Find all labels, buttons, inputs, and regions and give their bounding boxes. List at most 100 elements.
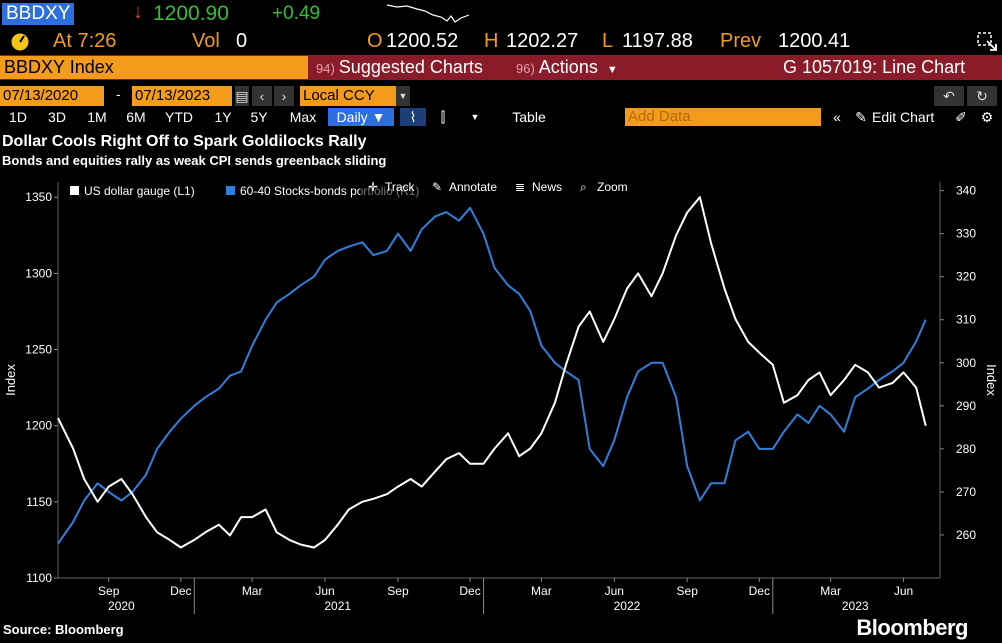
annotate-icon[interactable]: ✎: [432, 180, 442, 194]
news-button[interactable]: News: [532, 180, 562, 194]
last-price: 1200.90: [153, 2, 229, 25]
gear-icon[interactable]: ⚙: [980, 109, 994, 125]
x-month-label: Jun: [605, 584, 624, 598]
currency-caret-icon[interactable]: ▼: [396, 86, 410, 106]
right-tick-label: 310: [956, 313, 976, 327]
period-6m[interactable]: 6M: [126, 109, 146, 125]
vol-label: Vol: [192, 30, 220, 52]
left-tick-label: 1350: [25, 190, 52, 204]
zoom-icon[interactable]: ⌕: [580, 180, 587, 194]
time-label: At 7:26: [53, 30, 117, 52]
period-max[interactable]: Max: [289, 109, 317, 125]
x-year-label: 2021: [324, 599, 351, 613]
intraday-sparkline: [386, 4, 470, 23]
right-tick-label: 330: [956, 227, 976, 241]
down-arrow-icon: ↓: [133, 1, 143, 23]
vol-value: 0: [236, 30, 248, 52]
left-axis-label: Index: [3, 364, 18, 396]
left-tick-label: 1150: [26, 495, 52, 509]
high-label: H: [484, 30, 499, 52]
x-month-label: Mar: [531, 584, 552, 598]
pencil-icon: ✎: [855, 109, 867, 125]
suggested-charts-label: Suggested Charts: [338, 57, 483, 77]
track-button[interactable]: Track: [385, 180, 416, 194]
actions-number: 96): [516, 61, 535, 76]
legend-swatch: [70, 186, 79, 195]
quote-details: At 7:26 Vol 0 O 1200.52 H 1202.27 L 1197…: [0, 28, 1002, 54]
x-year-label: 2020: [108, 599, 135, 613]
right-axis-label: Index: [984, 364, 999, 396]
calendar-icon[interactable]: ▤: [235, 86, 249, 106]
actions-label: Actions: [538, 57, 598, 77]
x-year-label: 2023: [842, 599, 869, 613]
ticker-label[interactable]: BBDXY: [2, 3, 75, 25]
edit-chart-button[interactable]: Edit Chart: [872, 109, 935, 125]
period-tabs: 1D 3D 1M 6M YTD 1Y 5Y Max Daily ▼ ⌇ ⫿ ▼ …: [0, 108, 1002, 128]
right-tick-label: 280: [956, 442, 976, 456]
chart-type-caret-icon[interactable]: ▼: [470, 112, 480, 122]
gauge-icon: [10, 32, 30, 51]
undock-icon[interactable]: [975, 30, 999, 52]
chart-toolbar-bg: [360, 176, 630, 198]
prev-label: Prev: [720, 30, 762, 52]
legend-label: US dollar gauge (L1): [84, 184, 195, 198]
edit-settings-icon[interactable]: ✐: [955, 109, 967, 125]
x-month-label: Sep: [677, 584, 699, 598]
collapse-icon[interactable]: «: [833, 109, 841, 125]
line-chart[interactable]: 1100 1150 1200 1250 1300 1350 260 270 280 290 300 3…: [0, 172, 1002, 618]
chart-id: G 1057019: Line Chart: [783, 57, 966, 77]
source-note: Source: Bloomberg: [3, 622, 124, 637]
right-tick-label: 270: [956, 485, 976, 499]
period-1d[interactable]: 1D: [9, 109, 27, 125]
quote-bar: BBDXY ↓ 1200.90 +0.49: [0, 0, 1002, 28]
right-tick-label: 320: [956, 270, 976, 284]
series-line-60-40-portfolio: [57, 206, 927, 545]
period-3d[interactable]: 3D: [48, 109, 66, 125]
suggested-charts-number: 94): [316, 61, 335, 76]
right-tick-label: 300: [956, 356, 976, 370]
date-controls: 07/13/2020 - 07/13/2023 ▤ ‹ › Local CCY …: [0, 86, 1002, 108]
x-month-label: Jun: [894, 584, 913, 598]
x-month-label: Dec: [459, 584, 480, 598]
bloomberg-logo: Bloomberg: [856, 615, 968, 640]
actions-button[interactable]: 96) Actions ▼: [516, 56, 618, 79]
candles-icon[interactable]: ⫿: [440, 109, 446, 125]
caret-down-icon: ▼: [606, 64, 618, 76]
left-tick-label: 1300: [25, 266, 52, 280]
start-date-field[interactable]: 07/13/2020: [0, 86, 104, 106]
news-icon[interactable]: ≣: [515, 180, 525, 194]
x-month-label: Sep: [98, 584, 120, 598]
period-ytd[interactable]: YTD: [165, 109, 193, 125]
next-period-icon[interactable]: ›: [274, 86, 294, 106]
suggested-charts-button[interactable]: 94) Suggested Charts: [316, 56, 483, 79]
period-1m[interactable]: 1M: [87, 109, 107, 125]
x-month-label: Mar: [242, 584, 263, 598]
end-date-field[interactable]: 07/13/2023: [132, 86, 232, 106]
period-1y[interactable]: 1Y: [214, 109, 232, 125]
prev-value: 1200.41: [778, 30, 851, 52]
frequency-select[interactable]: Daily ▼: [328, 108, 394, 126]
low-value: 1197.88: [622, 30, 693, 52]
x-month-label: Mar: [820, 584, 841, 598]
refresh-icon[interactable]: ↻: [967, 86, 997, 106]
chart-subtitle: Bonds and equities rally as weak CPI sen…: [2, 153, 387, 168]
table-button[interactable]: Table: [512, 109, 546, 125]
x-year-label: 2022: [614, 599, 641, 613]
undo-icon[interactable]: ↶: [934, 86, 964, 106]
track-icon[interactable]: ✛: [368, 180, 378, 194]
period-5y[interactable]: 5Y: [250, 109, 268, 125]
zoom-button[interactable]: Zoom: [597, 180, 628, 194]
right-tick-label: 290: [956, 399, 976, 413]
currency-select[interactable]: Local CCY: [300, 86, 396, 106]
legend-swatch: [226, 186, 235, 195]
add-data-input[interactable]: Add Data: [625, 108, 821, 126]
security-field[interactable]: BBDXY Index: [0, 56, 308, 79]
line-chart-icon[interactable]: ⌇: [400, 108, 426, 126]
annotate-button[interactable]: Annotate: [449, 180, 497, 194]
prev-period-icon[interactable]: ‹: [252, 86, 272, 106]
security-bar: BBDXY Index 94) Suggested Charts 96) Actio…: [0, 55, 1002, 80]
open-label: O: [367, 30, 383, 52]
open-value: 1200.52: [386, 30, 459, 52]
chart-title: Dollar Cools Right Off to Spark Goldiloc…: [2, 133, 367, 150]
x-month-label: Dec: [170, 584, 191, 598]
